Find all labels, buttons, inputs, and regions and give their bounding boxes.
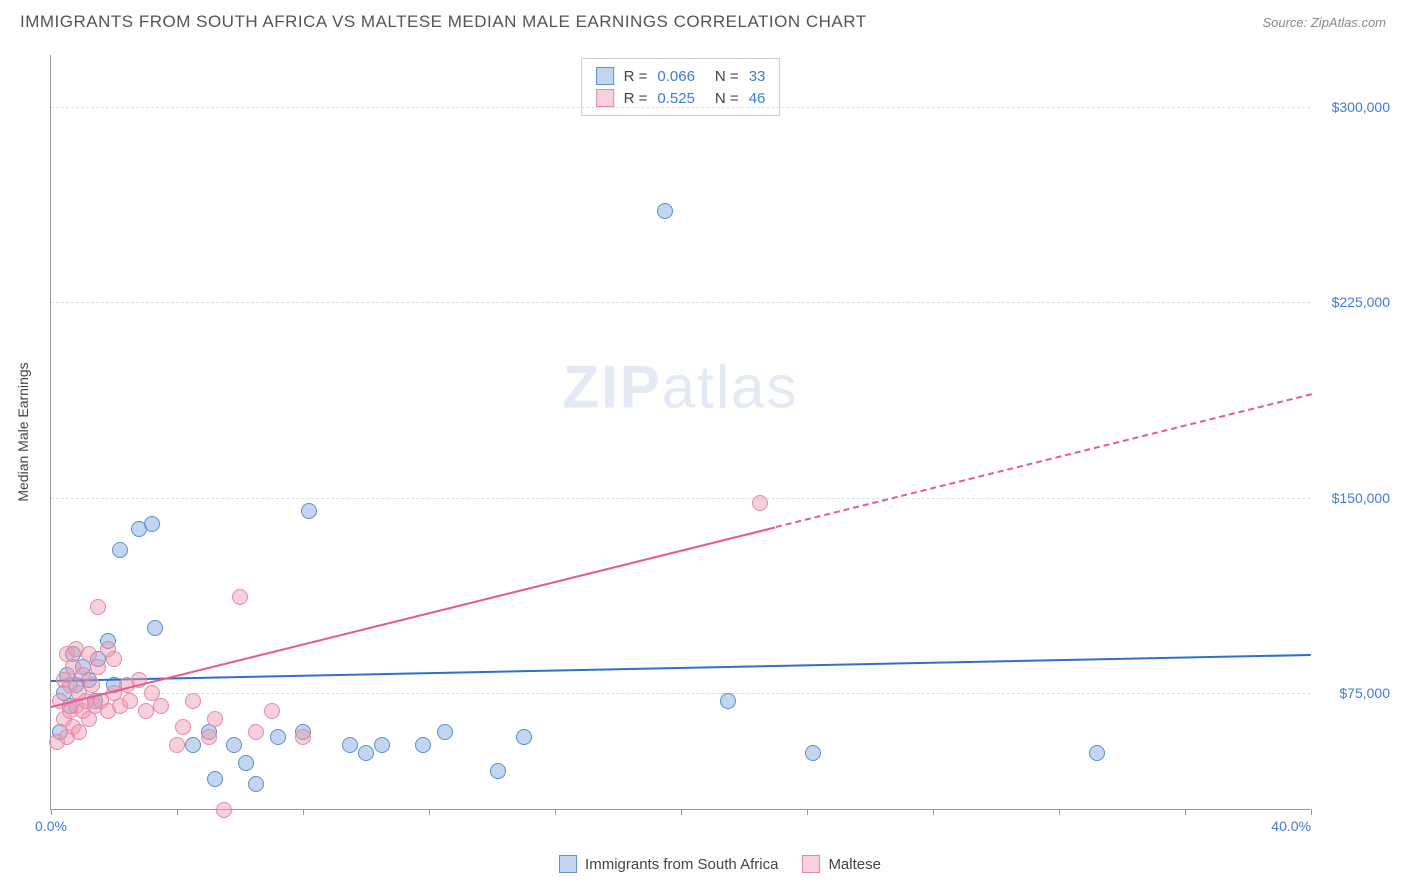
y-tick-label: $75,000 [1339,685,1390,701]
trend-line [51,526,776,708]
stats-row: R = 0.525 N = 46 [596,87,766,109]
data-point [248,724,264,740]
data-point [90,599,106,615]
gridline [51,498,1310,499]
gridline [51,302,1310,303]
legend-label: Immigrants from South Africa [585,856,778,873]
data-point [490,763,506,779]
data-point [175,719,191,735]
data-point [301,503,317,519]
data-point [84,677,100,693]
correlation-chart: Median Male Earnings ZIPatlas R =0.066N … [50,55,1390,845]
stat-label: N = [715,90,739,107]
source-credit: Source: ZipAtlas.com [1262,15,1386,30]
stat-r-value: 0.525 [657,90,695,107]
stats-row: R = 0.066 N = 33 [596,65,766,87]
data-point [752,495,768,511]
data-point [144,516,160,532]
x-tick-label: 40.0% [1271,818,1311,834]
data-point [207,771,223,787]
data-point [226,737,242,753]
data-point [232,589,248,605]
legend-swatch [802,855,820,873]
data-point [216,802,232,818]
stat-n-value: 46 [749,90,766,107]
data-point [720,693,736,709]
y-axis-label: Median Male Earnings [15,362,31,501]
data-point [415,737,431,753]
x-tick [429,809,430,815]
data-point [122,693,138,709]
data-point [270,729,286,745]
data-point [185,737,201,753]
stat-r-value: 0.066 [657,68,695,85]
page-title: IMMIGRANTS FROM SOUTH AFRICA VS MALTESE … [20,12,867,32]
trend-line [775,393,1311,528]
data-point [248,776,264,792]
data-point [516,729,532,745]
legend-swatch [559,855,577,873]
data-point [147,620,163,636]
data-point [169,737,185,753]
x-tick [303,809,304,815]
x-tick [177,809,178,815]
x-tick [933,809,934,815]
y-tick-label: $150,000 [1332,490,1390,506]
data-point [374,737,390,753]
stat-label: N = [715,68,739,85]
data-point [112,542,128,558]
x-tick [807,809,808,815]
data-point [264,703,280,719]
data-point [106,651,122,667]
data-point [805,745,821,761]
data-point [358,745,374,761]
data-point [138,703,154,719]
data-point [342,737,358,753]
gridline [51,693,1310,694]
data-point [657,203,673,219]
stat-label: R = [624,90,648,107]
x-tick [555,809,556,815]
y-tick-label: $225,000 [1332,294,1390,310]
data-point [90,659,106,675]
x-tick [1059,809,1060,815]
legend-swatch [596,89,614,107]
x-tick [681,809,682,815]
stat-n-value: 33 [749,68,766,85]
x-tick [1311,809,1312,815]
data-point [295,729,311,745]
plot-area: Median Male Earnings ZIPatlas R =0.066N … [50,55,1310,810]
watermark: ZIPatlas [562,352,798,421]
data-point [1089,745,1105,761]
series-legend: Immigrants from South Africa Maltese [559,855,881,873]
x-tick [51,809,52,815]
x-tick-label: 0.0% [35,818,67,834]
legend-swatch [596,67,614,85]
x-tick [1185,809,1186,815]
data-point [238,755,254,771]
data-point [207,711,223,727]
data-point [185,693,201,709]
y-tick-label: $300,000 [1332,99,1390,115]
legend-label: Maltese [828,856,881,873]
stat-label: R = [624,68,648,85]
legend-item: Maltese [802,855,881,873]
data-point [201,729,217,745]
gridline [51,107,1310,108]
data-point [437,724,453,740]
legend-item: Immigrants from South Africa [559,855,778,873]
data-point [153,698,169,714]
